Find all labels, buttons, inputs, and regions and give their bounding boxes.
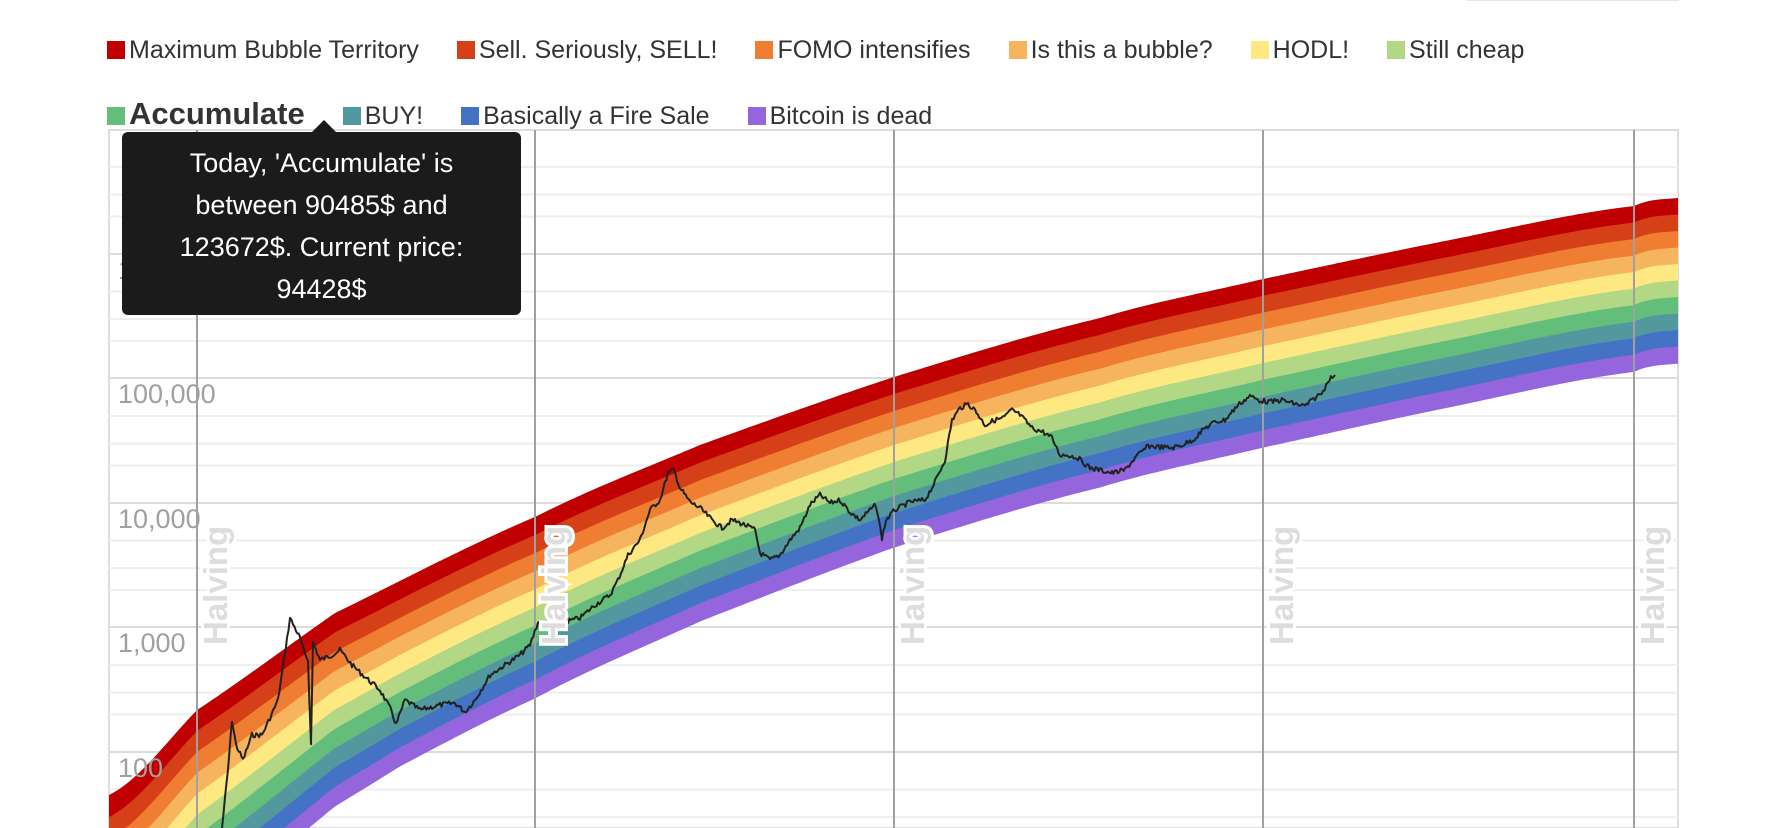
btc-price-line[interactable]: [221, 374, 1336, 828]
legend-label: FOMO intensifies: [777, 36, 971, 64]
legend-swatch: [461, 107, 480, 125]
halving-label: Halving: [1260, 523, 1303, 648]
svg-text:Halving: Halving: [894, 526, 931, 645]
legend-item-accumulate[interactable]: Accumulate: [107, 82, 305, 148]
legend-item-still-cheap[interactable]: Still cheap: [1387, 18, 1524, 82]
legend-swatch: [747, 107, 766, 125]
y-axis-label: 10,000: [118, 504, 201, 534]
tooltip-line-2: between 90485$ and: [195, 190, 448, 220]
halving-label: Halving: [194, 523, 237, 648]
legend-swatch: [456, 41, 475, 59]
halving-label: Halving: [1631, 523, 1674, 648]
tooltip-line-3: 123672$. Current price:: [179, 232, 464, 262]
legend-item-bitcoin-is-dead[interactable]: Bitcoin is dead: [747, 84, 933, 148]
legend-label: Still cheap: [1409, 36, 1525, 64]
y-axis-label: 100,000: [118, 379, 216, 409]
legend-label: HODL!: [1272, 36, 1350, 64]
legend-item-fomo-intensifies[interactable]: FOMO intensifies: [755, 18, 971, 82]
legend-swatch: [755, 41, 774, 59]
svg-text:Halving: Halving: [197, 526, 234, 645]
y-axis-label: 100: [118, 753, 163, 783]
legend: Maximum Bubble Territory Sell. Seriously,…: [107, 18, 1587, 148]
legend-label: Maximum Bubble Territory: [129, 36, 419, 64]
legend-label: Sell. Seriously, SELL!: [478, 36, 718, 64]
legend-top-border: [1467, 0, 1679, 1]
legend-label: Bitcoin is dead: [769, 102, 933, 130]
band-tooltip: Today, 'Accumulate' is between 90485$ an…: [122, 120, 521, 315]
legend-label: BUY!: [364, 102, 424, 130]
tooltip-arrow: [312, 120, 336, 132]
legend-swatch: [1008, 41, 1027, 59]
halving-label: Halving: [891, 523, 934, 648]
svg-text:Halving: Halving: [1263, 526, 1300, 645]
legend-label: Accumulate: [129, 96, 305, 131]
legend-label: Basically a Fire Sale: [483, 102, 710, 130]
legend-item-buy[interactable]: BUY!: [342, 84, 424, 148]
halving-label: Halving: [532, 523, 575, 648]
legend-item-is-this-a-bubble[interactable]: Is this a bubble?: [1008, 18, 1213, 82]
halving-lines: [196, 130, 1635, 828]
y-axis-label: 1,000: [118, 628, 186, 658]
legend-swatch: [1250, 41, 1269, 59]
legend-label: Is this a bubble?: [1030, 36, 1213, 64]
svg-text:Halving: Halving: [1634, 526, 1671, 645]
legend-swatch: [107, 107, 125, 125]
legend-swatch: [107, 41, 125, 59]
svg-text:Halving: Halving: [535, 526, 572, 645]
tooltip-line-4: 94428$: [276, 274, 367, 304]
legend-item-sell-seriously-sell[interactable]: Sell. Seriously, SELL!: [456, 18, 718, 82]
legend-item-hodl[interactable]: HODL!: [1250, 18, 1350, 82]
tooltip-line-1: Today, 'Accumulate' is: [189, 148, 454, 178]
legend-item-basically-a-fire-sale[interactable]: Basically a Fire Sale: [461, 84, 710, 148]
legend-swatch: [1387, 41, 1406, 59]
legend-swatch: [342, 107, 361, 125]
legend-item-maximum-bubble-territory[interactable]: Maximum Bubble Territory: [107, 18, 419, 82]
